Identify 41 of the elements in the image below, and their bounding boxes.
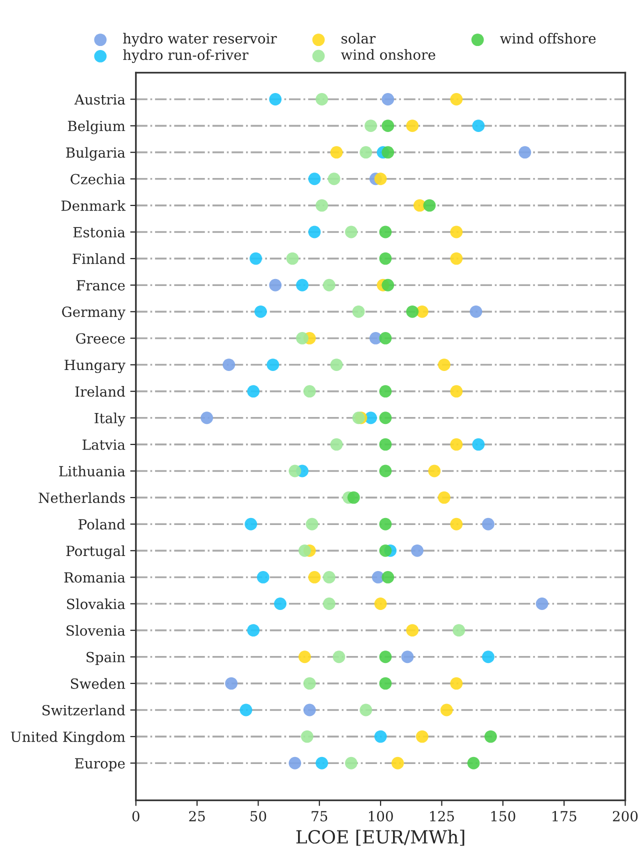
y-tick-label: Italy — [94, 412, 126, 426]
x-tick-label: 200 — [612, 810, 638, 822]
y-tick-label: Austria — [74, 94, 126, 105]
y-tick-label: Netherlands — [38, 492, 125, 504]
x-tick-label: 100 — [369, 810, 393, 822]
y-tick-label: United Kingdom — [10, 731, 126, 745]
y-tick-label: Bulgaria — [66, 147, 126, 161]
legend-label: wind offshore — [500, 32, 596, 44]
legend-label: hydro run-of-river — [123, 49, 248, 63]
y-tick-label: Ireland — [75, 386, 126, 397]
y-tick-label: Czechia — [70, 174, 126, 184]
x-tick-label: 125 — [430, 810, 454, 822]
x-tick-label: 50 — [250, 810, 266, 822]
y-tick-label: Greece — [76, 333, 125, 344]
x-tick-label: 0 — [132, 810, 140, 822]
y-tick-label: Estonia — [73, 227, 126, 238]
x-tick-label: 175 — [552, 810, 576, 822]
x-axis-title: LCOE [EUR/MWh] — [296, 830, 464, 846]
legend-label: wind onshore — [340, 49, 436, 60]
y-tick-label: Belgium — [68, 120, 126, 134]
y-tick-label: Portugal — [66, 545, 126, 560]
y-tick-label: Denmark — [61, 200, 126, 211]
y-tick-label: Latvia — [82, 440, 126, 450]
y-tick-label: Sweden — [70, 678, 126, 689]
y-tick-label: Germany — [62, 306, 126, 320]
y-tick-label: Romania — [64, 572, 126, 583]
y-tick-label: Switzerland — [42, 704, 126, 716]
y-tick-label: Europe — [75, 758, 125, 772]
y-tick-label: Poland — [78, 518, 126, 530]
y-tick-label: Slovakia — [67, 598, 126, 610]
y-tick-label: France — [76, 280, 125, 291]
x-tick-label: 150 — [491, 810, 516, 822]
legend-label: hydro water reservoir — [123, 32, 277, 47]
x-tick-label: 75 — [312, 811, 328, 822]
y-tick-label: Spain — [86, 652, 126, 666]
legend-label: solar — [342, 32, 376, 44]
y-tick-label: Lithuania — [59, 466, 126, 476]
y-tick-label: Slovenia — [66, 625, 126, 636]
x-tick-label: 25 — [189, 810, 205, 822]
y-tick-label: Finland — [72, 253, 126, 264]
y-tick-label: Hungary — [64, 360, 126, 374]
